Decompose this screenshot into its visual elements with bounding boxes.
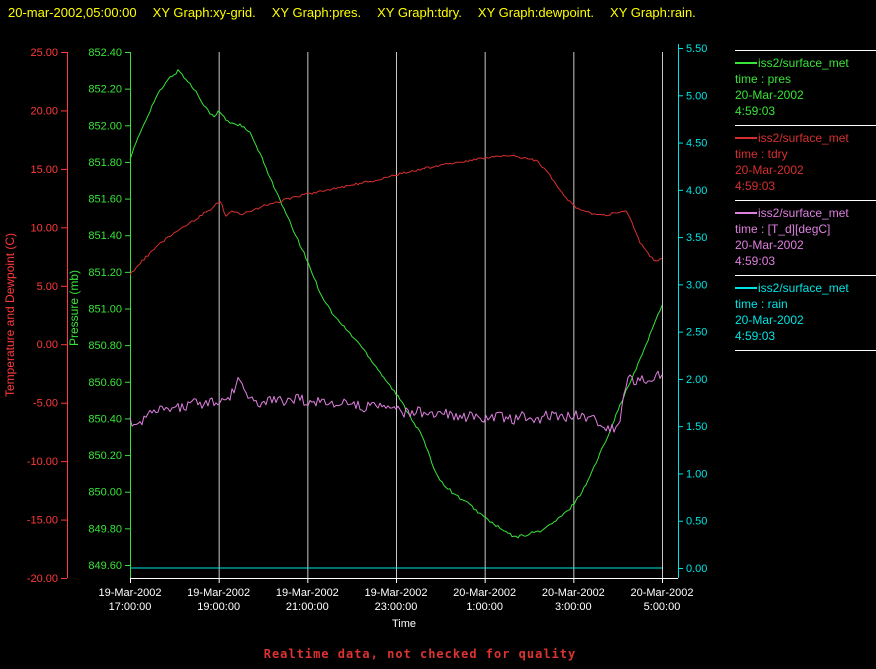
svg-text:850.80: 850.80 [88,340,122,352]
svg-text:19-Mar-2002: 19-Mar-2002 [187,587,250,599]
legend-date: 20-Mar-2002 [735,163,804,177]
svg-text:850.60: 850.60 [88,377,122,389]
legend-field: time : rain [735,297,788,311]
svg-text:851.60: 851.60 [88,194,122,206]
legend-date: 20-Mar-2002 [735,238,804,252]
svg-text:851.80: 851.80 [88,157,122,169]
svg-text:5.00: 5.00 [37,281,58,293]
legend-line-swatch-tdry [735,137,757,139]
title-segment-dewpoint: XY Graph:dewpoint. [477,5,595,20]
legend-source: iss2/surface_met [758,56,849,70]
legend-entry-rain: iss2/surface_met time : rain 20-Mar-2002… [735,275,876,350]
legend-separator [735,350,876,351]
svg-text:5:00:00: 5:00:00 [644,601,681,613]
legend-entry-dewpoint: iss2/surface_met time : [T_d][degC] 20-M… [735,200,876,275]
legend-field: time : pres [735,72,792,86]
svg-text:849.60: 849.60 [88,560,122,572]
legend-source: iss2/surface_met [758,206,849,220]
legend-panel: iss2/surface_met time : pres 20-Mar-2002… [735,50,876,351]
series-tdry-line [129,154,663,275]
svg-text:851.40: 851.40 [88,230,122,242]
svg-text:21:00:00: 21:00:00 [286,601,329,613]
title-segment-tdry: XY Graph:tdry. [377,5,462,20]
legend-date: 20-Mar-2002 [735,88,804,102]
svg-text:0.00: 0.00 [37,339,58,351]
svg-text:-20.00: -20.00 [27,573,58,585]
svg-text:19-Mar-2002: 19-Mar-2002 [276,587,339,599]
svg-text:19-Mar-2002: 19-Mar-2002 [99,587,162,599]
rain-axis: 5.50 5.00 4.50 4.00 3.50 3.00 2.50 2.00 1.50 1.00… [678,43,707,578]
svg-text:3:00:00: 3:00:00 [555,601,592,613]
title-timestamp: 20-mar-2002,05:00:00 [8,5,137,20]
svg-text:3.50: 3.50 [686,232,707,244]
svg-text:4.00: 4.00 [686,185,707,197]
svg-text:20-Mar-2002: 20-Mar-2002 [631,587,694,599]
status-note: Realtime data, not checked for quality [263,647,577,661]
svg-text:0.50: 0.50 [686,516,707,528]
legend-entry-tdry: iss2/surface_met time : tdry 20-Mar-2002… [735,125,876,200]
svg-text:2.50: 2.50 [686,327,707,339]
legend-field: time : [T_d][degC] [735,222,831,236]
legend-source: iss2/surface_met [758,281,849,295]
svg-text:1.00: 1.00 [686,468,707,480]
svg-text:1:00:00: 1:00:00 [466,601,503,613]
svg-text:Time: Time [392,618,416,630]
svg-text:17:00:00: 17:00:00 [109,601,152,613]
svg-text:5.00: 5.00 [686,90,707,102]
svg-text:1.50: 1.50 [686,421,707,433]
svg-text:852.00: 852.00 [88,120,122,132]
title-segment-rain: XY Graph:rain. [610,5,696,20]
title-segment-xy-grid: XY Graph:xy-grid. [152,5,256,20]
svg-text:849.80: 849.80 [88,523,122,535]
gridlines [218,52,663,578]
legend-time: 4:59:03 [735,104,776,118]
svg-text:Pressure (mb): Pressure (mb) [67,270,81,346]
svg-text:-15.00: -15.00 [27,515,58,527]
svg-text:850.40: 850.40 [88,413,122,425]
legend-time: 4:59:03 [735,254,776,268]
svg-text:850.00: 850.00 [88,487,122,499]
title-segment-pres: XY Graph:pres. [271,5,362,20]
legend-time: 4:59:03 [735,329,776,343]
pressure-axis: 852.40 852.20 852.00 851.80 851.60 851.40 851.… [67,47,131,578]
svg-text:0.00: 0.00 [686,563,707,575]
legend-date: 20-Mar-2002 [735,313,804,327]
svg-text:852.40: 852.40 [88,47,122,59]
legend-entry-pres: iss2/surface_met time : pres 20-Mar-2002… [735,50,876,125]
svg-text:5.50: 5.50 [686,43,707,55]
title-bar: 20-mar-2002,05:00:00 XY Graph:xy-grid. X… [8,5,696,20]
svg-text:-5.00: -5.00 [33,398,58,410]
temperature-axis: 25.00 20.00 15.00 10.00 5.00 0.00 -5.00 -10.00 -… [3,47,68,585]
svg-text:-10.00: -10.00 [27,456,58,468]
svg-text:19-Mar-2002: 19-Mar-2002 [365,587,428,599]
svg-text:4.50: 4.50 [686,138,707,150]
svg-text:852.20: 852.20 [88,84,122,96]
svg-text:25.00: 25.00 [30,47,58,59]
svg-text:20-Mar-2002: 20-Mar-2002 [453,587,516,599]
svg-text:850.20: 850.20 [88,450,122,462]
legend-source: iss2/surface_met [758,131,849,145]
svg-text:20-Mar-2002: 20-Mar-2002 [542,587,605,599]
svg-text:3.00: 3.00 [686,279,707,291]
series-dewpoint-line [129,370,663,433]
legend-line-swatch-pres [735,62,757,64]
legend-time: 4:59:03 [735,179,776,193]
svg-text:10.00: 10.00 [30,222,58,234]
svg-text:19:00:00: 19:00:00 [197,601,240,613]
legend-field: time : tdry [735,147,788,161]
svg-text:2.00: 2.00 [686,374,707,386]
svg-text:Temperature and Dewpoint (C): Temperature and Dewpoint (C) [3,233,17,397]
svg-text:23:00:00: 23:00:00 [375,601,418,613]
svg-text:851.20: 851.20 [88,267,122,279]
x-axis: 19-Mar-2002 17:00:00 19-Mar-2002 19:00:00 19… [99,578,694,630]
legend-line-swatch-dewpoint [735,212,757,214]
svg-text:851.00: 851.00 [88,304,122,316]
svg-text:15.00: 15.00 [30,164,58,176]
series-pres-line [129,69,663,539]
svg-text:20.00: 20.00 [30,105,58,117]
legend-line-swatch-rain [735,287,757,289]
